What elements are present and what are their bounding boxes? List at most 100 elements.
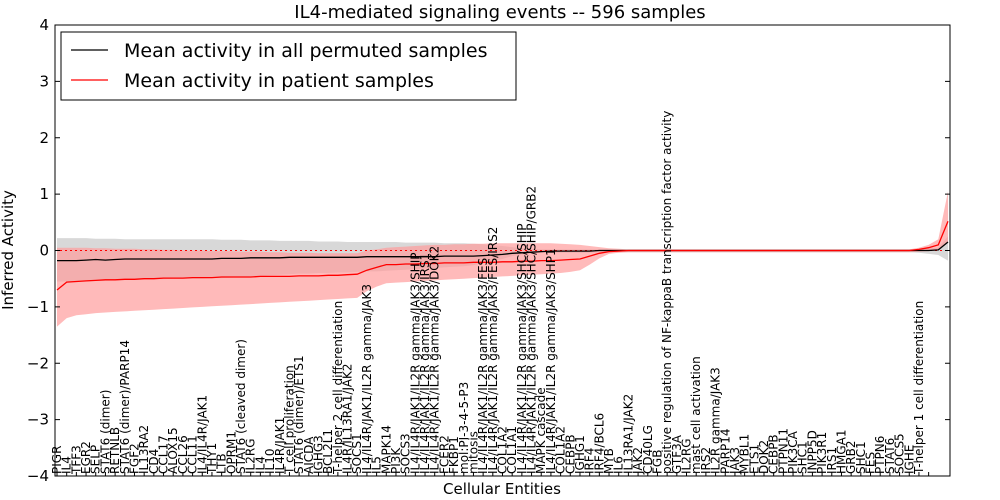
x-tick-label: IGHE <box>902 445 916 474</box>
y-axis-title: Inferred Activity <box>0 190 17 310</box>
x-tick-label: SOCS3 <box>399 433 413 474</box>
y-tick-label: −3 <box>27 411 49 429</box>
x-tick-label: COL1A1 <box>505 426 519 474</box>
x-tick-label: FCER2 <box>437 435 451 474</box>
x-tick-label: MAPK14 <box>379 425 393 474</box>
x-tick-label: IL2RG <box>244 439 258 475</box>
x-tick-label: GTF3A <box>670 434 684 474</box>
x-tick-label: IL4/IL4R/JAK1/IL2R gamma/JAK3/FES <box>476 258 490 474</box>
x-tick-label: IRS2 <box>699 447 713 474</box>
legend-label-patient: Mean activity in patient samples <box>124 70 434 92</box>
x-tick-label: PIK3CA <box>786 430 800 474</box>
x-tick-label: IL4/IL4R/JAK1/IL2R gamma/JAK3 <box>360 284 374 474</box>
x-tick-label: DOK2 <box>757 440 771 474</box>
legend-label-permuted: Mean activity in all permuted samples <box>124 40 487 62</box>
x-tick-label: GRB2 <box>844 440 858 474</box>
y-axis: −4 −3 −2 −1 0 1 2 3 4 <box>27 16 950 485</box>
x-tick-label: T-helper 1 cell differentiation <box>912 301 926 475</box>
x-tick-label: STAT6 (dimer)/PARP14 <box>118 340 132 474</box>
x-tick-label: CEBPB <box>563 434 577 474</box>
x-tick-label: IL4R/JAK1 <box>273 417 287 474</box>
x-tick-label: PARP14 <box>718 428 732 474</box>
x-tick-label: IL4/IL4R/JAK1/IL2R gamma/JAK3/SHP1 <box>544 248 558 474</box>
x-tick-label: SHC1 <box>796 441 810 474</box>
x-tick-label: OPRM1 <box>224 431 238 474</box>
x-tick-label: TFF3 <box>69 445 83 475</box>
x-tick-label: IL2R gamma/JAK3 <box>709 367 723 474</box>
line-series-2 <box>56 220 949 291</box>
x-tick-label: MYBL1 <box>738 434 752 474</box>
x-tick-label: CCL11 <box>186 435 200 474</box>
y-tick-label: 2 <box>39 129 49 147</box>
y-tick-label: −4 <box>27 467 49 485</box>
x-tick-label: IL2RG <box>680 439 694 475</box>
x-tick-label: PI3K <box>389 447 403 474</box>
x-tick-label: LTB <box>215 453 229 474</box>
x-tick-label: SELP <box>89 445 103 474</box>
x-tick-label: FES <box>864 452 878 474</box>
legend-box <box>60 31 517 101</box>
x-tick-label: PTPN11 <box>776 428 790 474</box>
x-tick-label: FGB <box>651 450 665 474</box>
x-tick-label: IL4R/IL13RA1/JAK2 <box>341 363 355 474</box>
x-tick-label: STAT6 (cleaved dimer) <box>234 339 248 474</box>
x-tick-label: mol:PI-3-4-5-P3 <box>457 382 471 474</box>
x-tick-label: STAT6 (dimer) <box>98 390 112 474</box>
x-tick-label: STAT6 (dimer)/ETS1 <box>292 355 306 474</box>
x-tick-label: IL4/IL4R/JAK1 <box>195 395 209 474</box>
x-tick-label: THY1 <box>205 443 219 475</box>
x-axis-title: Cellular Entities <box>443 480 561 498</box>
x-tick-label: JAK2 <box>631 447 645 475</box>
x-tick-label: IRS1 <box>825 447 839 474</box>
x-tick-label: FGF2 <box>128 443 142 474</box>
x-tick-label: IL4/IL4R/JAK1/IL2R gamma/JAK3/SHC/SHIP/G… <box>525 186 539 474</box>
series-lines <box>56 220 949 291</box>
x-tick-label: SOCS1 <box>350 433 364 474</box>
legend: Mean activity in all permuted samples Me… <box>60 31 517 101</box>
y-tick-label: 1 <box>39 185 49 203</box>
x-tick-label: T cell proliferation <box>282 365 296 475</box>
x-tick-label: CD4 <box>147 449 161 474</box>
x-tick-label: IL10 <box>263 449 277 475</box>
band-series-2 <box>57 191 948 327</box>
x-tick-label: BCL2L1 <box>321 429 335 474</box>
x-tick-label: IL13RA2 <box>137 425 151 474</box>
x-tick-label: JAK3 <box>728 447 742 475</box>
x-tick-label: EGR2 <box>79 441 93 474</box>
x-tick-label: RETNLB <box>108 427 122 474</box>
x-tick-label: IGHG3 <box>312 435 326 474</box>
x-tick-label: AICDA <box>302 436 316 474</box>
x-tick-label: PTPN6 <box>873 436 887 474</box>
x-tick-label: CEBPB <box>767 434 781 474</box>
chart-title: IL4-mediated signaling events -- 596 sam… <box>294 2 705 23</box>
x-tick-label: IL4/IL4R/JAK1/IL2R gamma/JAK3/DOK2 <box>428 246 442 474</box>
x-tick-label: IRF4/BCL6 <box>592 413 606 474</box>
x-tick-label: mitosis <box>466 431 480 474</box>
y-tick-label: 4 <box>39 16 49 34</box>
x-tick-label: IL13RA1/JAK2 <box>621 394 635 474</box>
x-tick-label: IL5 <box>370 456 384 474</box>
confidence-bands <box>57 191 948 327</box>
x-tick-label: IL4/IL4R/JAK1/IL2R gamma/JAK3/SHC/SHIP <box>515 223 529 474</box>
y-tick-label: 0 <box>39 242 49 260</box>
x-tick-label: ETS1 <box>747 444 761 474</box>
x-tick-label: STAT6 <box>883 438 897 474</box>
x-tick-label: T-helper 2 cell differentiation <box>331 301 345 475</box>
y-tick-label: −1 <box>27 298 49 316</box>
x-tick-label: mast cell activation <box>689 356 703 474</box>
x-tick-label: IL4 <box>253 456 267 474</box>
x-tick-label: FKBP1 <box>447 436 461 474</box>
x-tick-label: positive regulation of NF-kappaB transcr… <box>660 111 674 474</box>
x-tick-label: IL4/IL4R/JAK1/IL2R gamma/JAK3/FES/IRS2 <box>486 227 500 474</box>
x-tick-label: IRF4 <box>583 448 597 474</box>
x-tick-label: SHC1 <box>854 441 868 474</box>
x-tick-label: HMGA1 <box>835 429 849 474</box>
x-tick-label: SOCS5 <box>893 433 907 474</box>
x-tick-label: IL6 <box>612 456 626 474</box>
x-tick-label: MYB <box>602 448 616 474</box>
x-tick-label: IL4 <box>60 456 74 474</box>
x-tick-label: PIK3R1 <box>815 432 829 474</box>
x-tick-label: CD40LG <box>641 425 655 474</box>
x-tick-label: IL4/IL4R/JAK1/IL2R gamma/JAK3/IRS1 <box>418 253 432 474</box>
x-tick-label: IGHG1 <box>573 435 587 474</box>
